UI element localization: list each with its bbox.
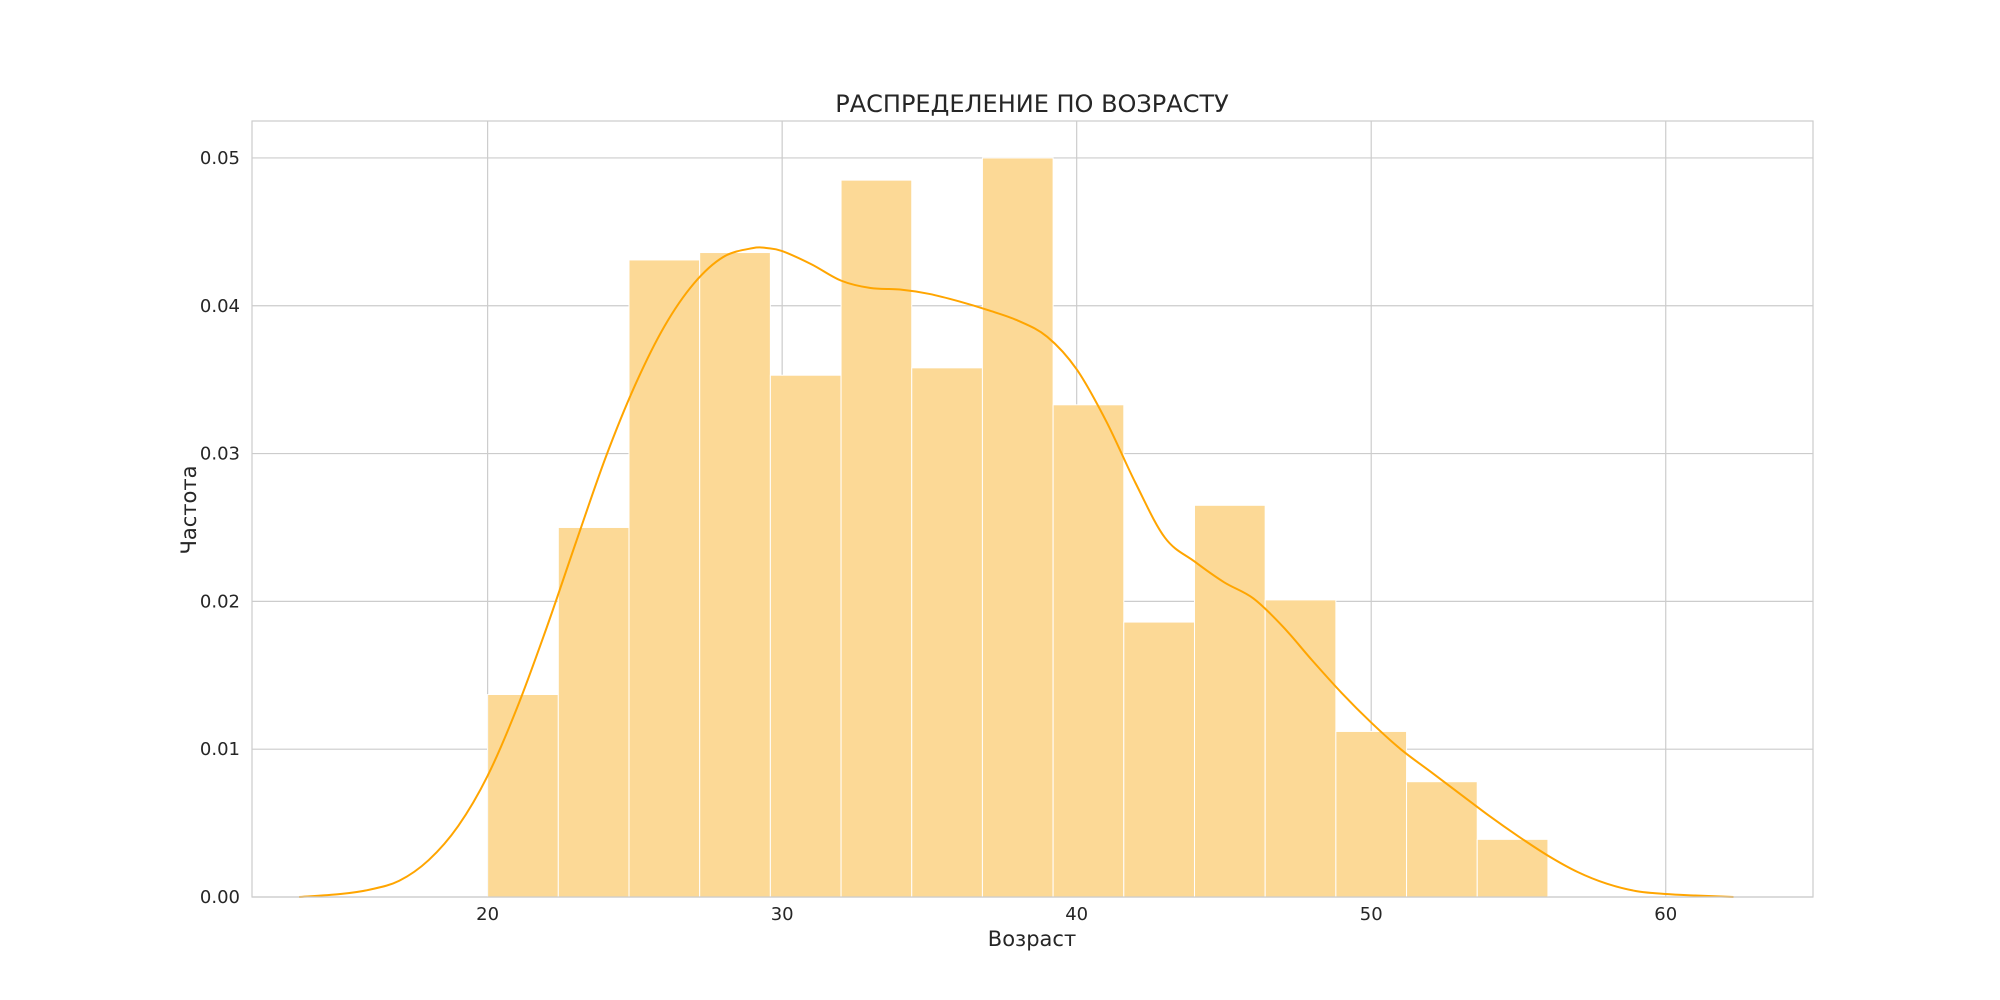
histogram-bars	[487, 157, 1549, 898]
y-axis-label: Частота	[177, 466, 201, 555]
histogram-bar	[1193, 504, 1266, 898]
histogram-bar	[557, 526, 630, 898]
y-tick-label: 0.00	[200, 887, 240, 908]
histogram-bar	[1052, 404, 1125, 898]
plot-frame	[251, 120, 1814, 898]
y-tick-label: 0.05	[200, 148, 240, 169]
histogram-bar	[699, 252, 771, 898]
y-tick-label: 0.02	[200, 591, 240, 612]
histogram-bar	[1335, 730, 1408, 898]
histogram-bar	[769, 374, 842, 898]
y-tick-label: 0.01	[200, 739, 240, 760]
x-axis-label: Возраст	[988, 927, 1076, 951]
y-axis-ticks: 0.00 0.01 0.02 0.03 0.04 0.05	[200, 148, 240, 908]
histogram-bar	[911, 367, 983, 898]
x-tick-label: 20	[476, 904, 499, 925]
histogram-bar	[487, 694, 559, 898]
histogram-bar	[628, 259, 701, 898]
histogram-bar	[840, 179, 913, 898]
histogram-bar	[1264, 599, 1337, 898]
chart-title: РАСПРЕДЕЛЕНИЕ ПО ВОЗРАСТУ	[835, 90, 1229, 118]
x-axis-ticks: 20 30 40 50 60	[476, 904, 1677, 925]
histogram-bar	[981, 157, 1054, 898]
x-tick-label: 40	[1065, 904, 1088, 925]
x-tick-label: 60	[1654, 904, 1677, 925]
y-tick-label: 0.04	[200, 296, 240, 317]
density-curve	[299, 246, 1734, 898]
x-tick-label: 30	[771, 904, 794, 925]
x-tick-label: 50	[1360, 904, 1383, 925]
y-tick-label: 0.03	[200, 444, 240, 465]
histogram-bar	[1123, 621, 1195, 898]
